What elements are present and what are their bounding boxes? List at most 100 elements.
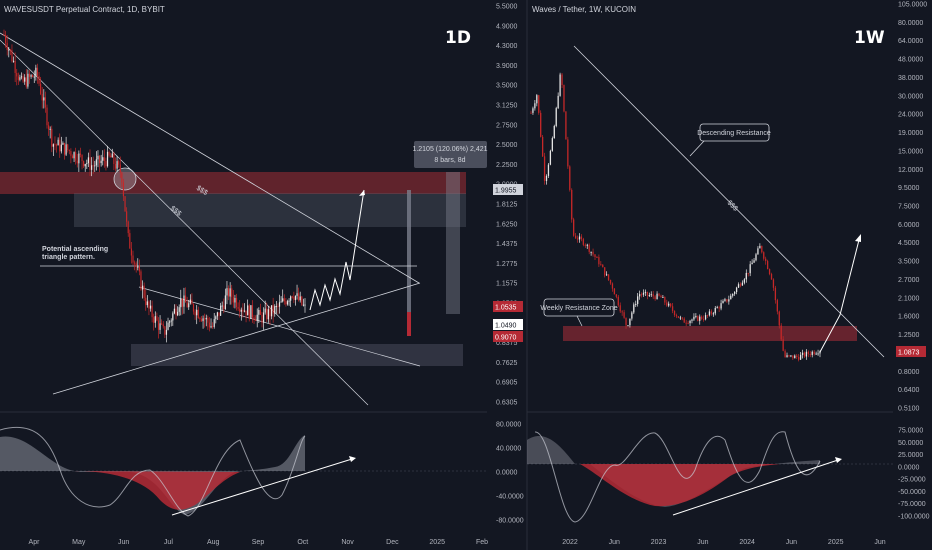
candle-body (157, 320, 160, 330)
candle-body (100, 160, 102, 164)
y-tick-label: 2.5000 (496, 142, 518, 149)
left-time-axis[interactable]: Apr May Jun Jul Aug Sep Oct Nov Dec 2025 Feb (29, 539, 489, 546)
candle-body (761, 245, 763, 253)
right-chart-panel[interactable]: $$$ Descending Resistance Weekly Resista… (527, 2, 930, 547)
left-oscillator-axis[interactable]: 80.0000 40.0000 0.0000 -40.0000 -80.0000 (496, 422, 524, 525)
y-tick-label: 9.5000 (898, 185, 920, 192)
x-tick-label: Jun (786, 539, 797, 546)
y-tick-label: 3.1250 (496, 103, 518, 110)
candle-body (819, 351, 821, 354)
candle-body (561, 74, 563, 86)
candle-body (706, 315, 709, 317)
candle-body (122, 182, 125, 197)
candle-body (759, 245, 761, 249)
candle-body (137, 266, 139, 268)
candle-body (278, 302, 281, 307)
candle-body (619, 305, 621, 312)
candle-body (237, 307, 239, 309)
candle-body (702, 318, 705, 320)
candle-body (765, 258, 767, 262)
candle-body (192, 304, 195, 312)
candle-body (592, 251, 594, 255)
y-tick-label: 4.5000 (898, 240, 920, 247)
candle-body (183, 295, 185, 307)
candle-body (799, 354, 802, 360)
right-time-axis[interactable]: 2022 Jun 2023 Jun 2024 Jun 2025 Jun (562, 539, 886, 546)
candle-body (159, 323, 161, 330)
measure-range-bar (446, 172, 460, 314)
candle-body (693, 316, 695, 320)
left-chart-panel[interactable]: $$$ $$$ Potential ascending triangle pat… (0, 4, 524, 547)
oscillator-line (0, 426, 306, 517)
projected-arrow (359, 190, 365, 196)
candle-body (153, 317, 155, 323)
candle-body (277, 306, 279, 308)
candle-body (108, 151, 110, 156)
candle-body (49, 128, 51, 130)
candle-body (234, 297, 236, 303)
candle-body (202, 318, 204, 322)
candle-body (602, 264, 604, 268)
candle-body (172, 313, 174, 321)
y-tick-label: 1.6000 (898, 314, 920, 321)
candle-body (79, 153, 82, 155)
weekly-resistance-label: Weekly Resistance Zone (540, 305, 617, 312)
candle-body (294, 295, 297, 300)
candle-body (35, 67, 37, 77)
candle-body (763, 252, 765, 259)
candle-body (145, 297, 147, 306)
candle-body (652, 294, 654, 297)
candle-body (699, 316, 701, 321)
right-oscillator-axis[interactable]: 75.0000 50.0000 25.0000 0.0000 -25.0000 -50.0… (898, 428, 930, 521)
candle-body (683, 318, 685, 323)
candle-body (567, 139, 569, 167)
osc-tick-label: -100.0000 (898, 514, 930, 521)
candle-body (751, 262, 753, 265)
osc-tick-label: 25.0000 (898, 452, 923, 459)
candle-body (11, 50, 13, 62)
candle-body (813, 351, 815, 355)
candle-body (668, 303, 670, 306)
x-tick-label: Jun (118, 539, 129, 546)
candle-body (98, 155, 101, 164)
candle-body (638, 294, 641, 297)
candle-body (114, 164, 117, 169)
price-badge (493, 184, 523, 195)
candle-body (541, 136, 544, 157)
candle-body (76, 160, 78, 164)
y-tick-label: 0.6305 (496, 400, 518, 407)
callout-pointer (689, 140, 705, 157)
y-tick-label: 3.5000 (898, 259, 920, 266)
candle-body (87, 157, 90, 164)
candle-body (135, 263, 137, 267)
candle-body (251, 305, 254, 318)
candle-body (285, 301, 287, 305)
candle-body (272, 305, 274, 314)
candle-body (223, 305, 225, 310)
candle-body (200, 318, 203, 322)
left-candles (3, 29, 306, 343)
candle-body (247, 305, 249, 316)
price-badge-label: 1.0873 (898, 350, 920, 357)
y-tick-label: 12.0000 (898, 167, 923, 174)
candle-body (71, 155, 74, 159)
x-tick-label: 2023 (651, 539, 667, 546)
y-tick-label: 64.0000 (898, 38, 923, 45)
osc-tick-label: 0.0000 (898, 464, 920, 471)
candle-body (801, 352, 804, 355)
left-price-axis[interactable]: 5.5000 4.9000 4.3000 3.9000 3.5000 3.1250 2.75… (496, 4, 518, 407)
descending-resistance-label: Descending Resistance (697, 130, 771, 137)
candle-body (565, 111, 567, 140)
measure-stub-red (407, 312, 411, 336)
x-tick-label: Apr (29, 539, 41, 546)
candle-body (679, 317, 681, 319)
y-tick-label: 30.0000 (898, 93, 923, 100)
x-tick-label: Jun (874, 539, 885, 546)
target-zone (74, 193, 466, 227)
candle-body (586, 244, 588, 246)
candle-body (20, 76, 23, 78)
candle-body (213, 319, 215, 327)
candle-body (734, 292, 736, 294)
candle-body (796, 355, 798, 357)
osc-tick-label: -75.0000 (898, 501, 926, 508)
